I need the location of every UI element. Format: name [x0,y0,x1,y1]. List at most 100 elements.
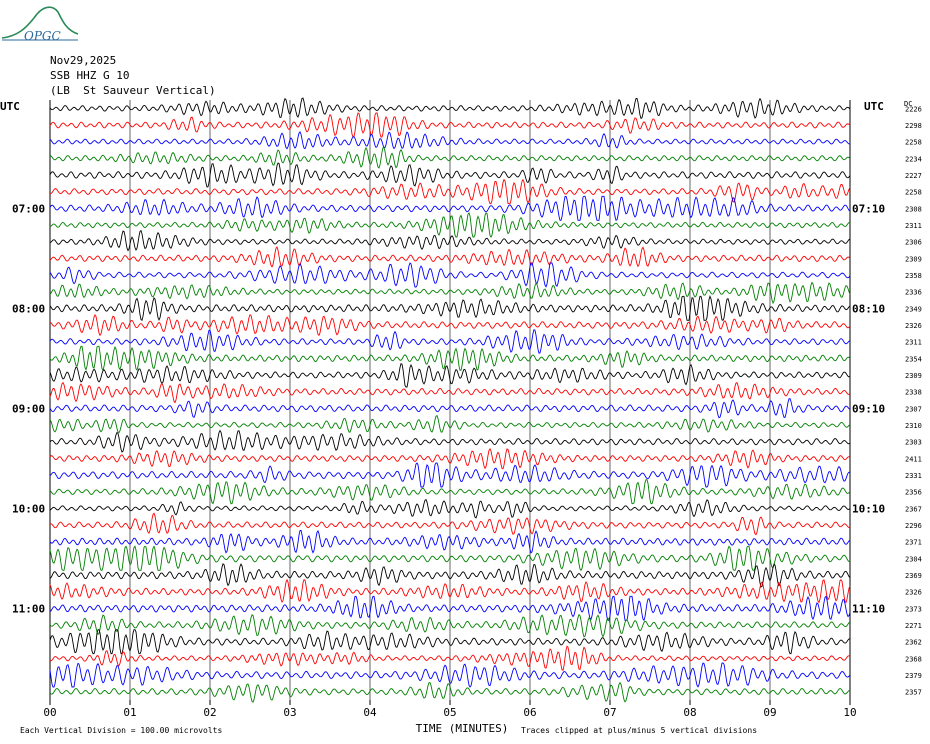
dc-offset-value: 2298 [905,122,922,130]
x-tick-label: 05 [443,706,456,719]
dc-offset-value: 2358 [905,272,922,280]
x-tick-label: 10 [843,706,856,719]
seismic-trace [49,613,851,638]
left-time-label: 08:00 [12,302,45,315]
right-time-label: 11:10 [852,602,885,615]
clip-note: Traces clipped at plus/minus 5 vertical … [521,726,757,735]
dc-header: DC [904,100,912,108]
seismic-trace [49,363,851,388]
x-axis-title: TIME (MINUTES) [416,722,509,735]
seismic-trace [49,162,851,188]
dc-offset-value: 2309 [905,255,922,263]
dc-offset-value: 2306 [905,239,922,247]
dc-offset-value: 2226 [905,105,922,113]
dc-offset-value: 2373 [905,605,922,613]
x-tick-label: 06 [523,706,536,719]
dc-offset-value: 2271 [905,622,922,630]
seismic-trace [49,262,851,288]
dc-offset-value: 2338 [905,389,922,397]
division-note: Each Vertical Division = 100.00 microvol… [20,726,222,735]
seismic-trace [49,212,851,238]
dc-offset-value: 2310 [905,422,922,430]
dc-offset-value: 2309 [905,372,922,380]
seismic-trace [49,229,851,252]
dc-offset-value: 2311 [905,222,922,230]
dc-offset-value: 2303 [905,439,922,447]
left-time-label: 10:00 [12,502,45,515]
seismic-trace [49,146,851,169]
x-tick-label: 01 [123,706,136,719]
logo-curve-icon [1,6,79,39]
date-label: Nov29,2025 [50,54,117,67]
dc-offset-value: 2349 [905,305,922,313]
seismic-trace [49,529,851,554]
dc-offset-value: 2357 [905,689,922,697]
plot-axes: 00 01 02 03 04 05 06 07 08 09 10 TIME (MINUTES) Each… [0,100,922,735]
seismic-trace [49,545,851,572]
dc-offset-value: 2371 [905,539,922,547]
utc-right-label: UTC [864,100,884,113]
dc-offset-value: 2367 [905,505,922,513]
seismic-trace [49,130,851,150]
plot-grid [49,100,851,700]
dc-offset-value: 2336 [905,289,922,297]
dc-offset-value: 2368 [905,655,922,663]
seismic-trace [49,97,851,120]
dc-offset-value: 2326 [905,589,922,597]
left-time-label: 11:00 [12,602,45,615]
right-time-label: 09:10 [852,402,885,415]
dc-offset-value: 2311 [905,339,922,347]
seismic-trace [49,112,851,138]
x-tick-label: 00 [43,706,56,719]
right-time-label: 08:10 [852,302,885,315]
dc-offset-value: 2258 [905,139,922,147]
x-tick-label: 03 [283,706,296,719]
station-label: SSB HHZ G 10 [50,69,130,82]
seismic-trace [49,498,851,519]
seismic-trace [49,295,851,321]
seismic-trace [49,662,851,688]
dc-offset-value: 2304 [905,555,922,563]
seismic-trace [49,195,851,221]
seismic-trace [49,645,851,672]
seismic-trace [49,345,851,372]
seismic-trace [49,281,851,305]
seismic-trace [49,681,851,703]
seismic-trace [49,329,851,354]
seismic-trace [49,398,851,419]
dc-offset-value: 2296 [905,522,922,530]
dc-offset-value: 2356 [905,489,922,497]
seismic-trace [49,178,851,205]
dc-offset-value: 2227 [905,172,922,180]
seismic-trace [49,595,851,622]
seismic-trace [49,246,851,268]
left-time-label: 09:00 [12,402,45,415]
seismic-trace [49,314,851,337]
seismic-trace [49,447,851,470]
seismic-trace [49,563,851,588]
utc-left-label: UTC [0,100,20,113]
dc-offset-value: 2379 [905,672,922,680]
x-tick-label: 07 [603,706,616,719]
dc-offset-value: 2362 [905,639,922,647]
right-time-label: 10:10 [852,502,885,515]
dc-offset-value: 2234 [905,155,922,163]
dc-offset-value: 2307 [905,405,922,413]
x-tick-label: 02 [203,706,216,719]
dc-offset-value: 2331 [905,472,922,480]
dc-offset-value: 2326 [905,322,922,330]
right-time-label: 07:10 [852,202,885,215]
seismic-trace [49,629,851,655]
seismic-traces [49,97,851,703]
location-label: (LB St Sauveur Vertical) [50,84,216,97]
x-tick-label: 04 [363,706,377,719]
opgc-logo: OPGC [1,6,79,43]
dc-offset-value: 2369 [905,572,922,580]
x-tick-label: 09 [763,706,776,719]
seismic-trace [49,512,851,536]
seismic-trace [49,381,851,404]
left-time-label: 07:00 [12,202,45,215]
seismic-trace [49,429,851,453]
dc-offset-value: 2258 [905,189,922,197]
